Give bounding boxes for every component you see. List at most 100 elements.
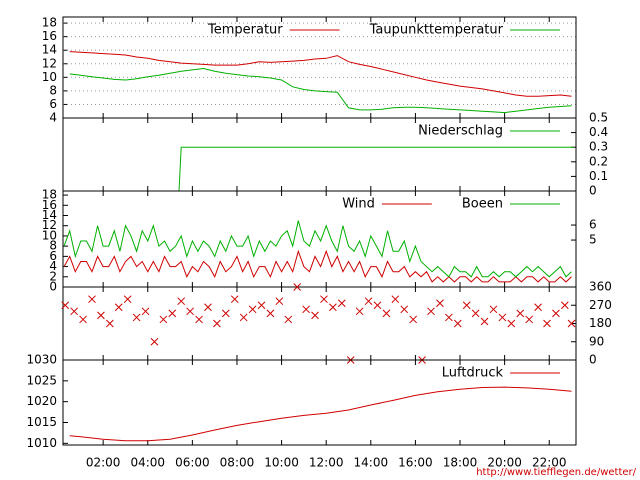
panel-frame xyxy=(62,286,577,361)
series-line xyxy=(69,386,572,442)
y-tick-label: 8 xyxy=(49,239,57,253)
direction-point xyxy=(329,303,337,312)
direction-point xyxy=(400,305,409,314)
y2-tick-label: 0.5 xyxy=(589,111,608,125)
direction-point xyxy=(567,319,576,328)
x-tick-label: 04:00 xyxy=(130,456,165,470)
y-tick-label: 6 xyxy=(49,249,57,263)
y-tick-label: 12 xyxy=(42,56,57,70)
y2-tick-label: 90 xyxy=(589,334,604,348)
legend-label: Taupunkttemperatur xyxy=(369,23,504,38)
series-line xyxy=(65,146,574,192)
y-tick-label: 4 xyxy=(49,259,57,273)
y-tick-label: 16 xyxy=(42,29,57,43)
direction-point xyxy=(382,309,391,318)
y-tick-label: 1010 xyxy=(26,436,57,450)
direction-point xyxy=(462,301,471,310)
direction-point xyxy=(480,317,489,326)
direction-point xyxy=(436,299,444,308)
direction-point xyxy=(507,319,516,328)
direction-point xyxy=(552,309,560,318)
y-tick-label: 10 xyxy=(42,228,57,242)
x-tick-label: 18:00 xyxy=(443,456,478,470)
x-tick-label: 06:00 xyxy=(175,456,210,470)
y-tick-label: 6 xyxy=(49,97,57,111)
direction-point xyxy=(266,309,275,318)
direction-point xyxy=(204,303,212,312)
direction-point xyxy=(373,301,382,310)
x-tick-label: 08:00 xyxy=(220,456,255,470)
panel-frame xyxy=(62,359,577,446)
direction-point xyxy=(186,307,194,316)
direction-point xyxy=(97,311,105,320)
direction-point xyxy=(516,309,525,318)
legend-label: Luftdruck xyxy=(442,366,504,381)
y2-tick-label: 0.4 xyxy=(589,125,608,139)
direction-point xyxy=(302,305,310,314)
direction-point xyxy=(221,309,230,318)
y-tick-label: 16 xyxy=(42,198,57,212)
direction-point xyxy=(534,303,542,312)
x-tick-label: 12:00 xyxy=(309,456,344,470)
series-line xyxy=(69,67,572,114)
y-tick-label: 2 xyxy=(49,269,57,283)
direction-point xyxy=(560,301,569,310)
series-line xyxy=(63,220,572,278)
y-tick-label: 18 xyxy=(42,188,57,202)
y2-tick-label: 6 xyxy=(589,218,597,232)
y2-tick-label: 0 xyxy=(589,353,597,367)
direction-point xyxy=(257,301,266,310)
y2-tick-label: 0.3 xyxy=(589,140,608,154)
direction-point xyxy=(70,307,79,316)
direction-point xyxy=(337,299,346,308)
series-line xyxy=(63,249,572,283)
direction-point xyxy=(159,315,168,324)
y-tick-label: 1015 xyxy=(26,415,57,429)
direction-point xyxy=(471,309,480,318)
direction-point xyxy=(409,315,418,324)
x-tick-label: 20:00 xyxy=(487,456,522,470)
y2-tick-label: 270 xyxy=(589,298,612,312)
direction-point xyxy=(88,295,96,304)
direction-point xyxy=(150,337,159,346)
x-tick-label: 16:00 xyxy=(398,456,433,470)
direction-point xyxy=(489,305,498,314)
direction-point xyxy=(177,297,186,306)
direction-point xyxy=(311,311,319,320)
direction-point xyxy=(284,315,293,324)
direction-point xyxy=(105,319,114,328)
y-tick-label: 1020 xyxy=(26,394,57,408)
direction-point xyxy=(230,295,239,304)
y-tick-label: 1030 xyxy=(26,353,57,367)
direction-point xyxy=(239,313,248,322)
direction-point xyxy=(123,295,132,304)
direction-point xyxy=(61,301,70,310)
x-tick-label: 02:00 xyxy=(86,456,121,470)
y2-tick-label: 0.1 xyxy=(589,169,608,183)
direction-point xyxy=(543,319,551,328)
y-tick-label: 18 xyxy=(42,16,57,30)
y-tick-label: 10 xyxy=(42,70,57,84)
y2-tick-label: 5 xyxy=(589,233,597,247)
legend-label: Boeen xyxy=(462,197,503,212)
x-tick-label: 10:00 xyxy=(264,456,299,470)
y2-tick-label: 360 xyxy=(589,280,612,294)
y-tick-label: 8 xyxy=(49,83,57,97)
legend-label: Temperatur xyxy=(207,23,283,38)
y2-tick-label: 0.2 xyxy=(589,154,608,168)
legend-label: Wind xyxy=(342,197,375,212)
x-tick-label: 14:00 xyxy=(354,456,389,470)
direction-point xyxy=(320,295,328,304)
direction-point xyxy=(391,295,400,304)
direction-point xyxy=(427,307,435,316)
direction-point xyxy=(453,319,462,328)
y-tick-label: 1025 xyxy=(26,373,57,387)
y-tick-label: 0 xyxy=(49,280,57,294)
direction-point xyxy=(213,319,221,328)
y2-tick-label: 0 xyxy=(589,184,597,198)
direction-point xyxy=(355,307,364,316)
direction-point xyxy=(141,307,150,316)
x-tick-label: 22:00 xyxy=(532,456,567,470)
y-tick-label: 12 xyxy=(42,218,57,232)
